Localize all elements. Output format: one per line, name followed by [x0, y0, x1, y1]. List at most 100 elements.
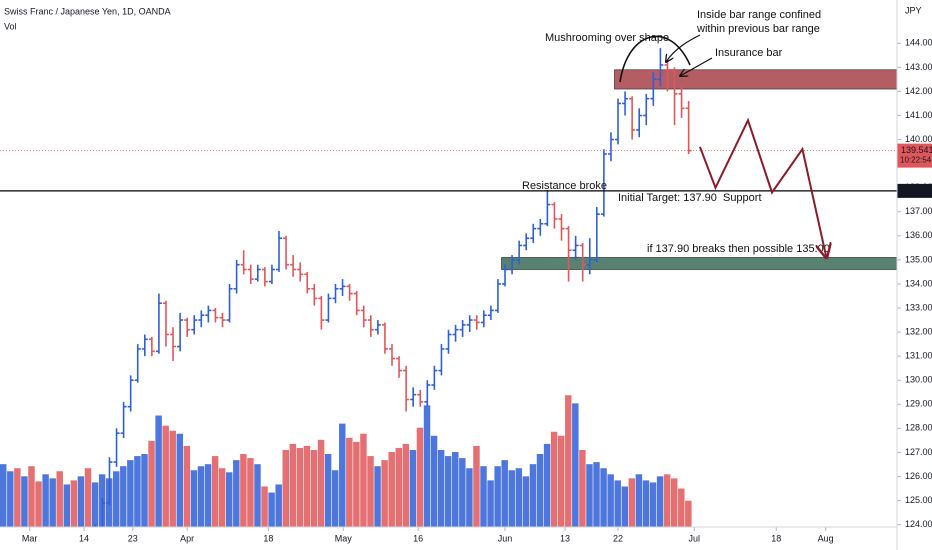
x-tick-label: Aug — [818, 533, 834, 543]
volume-bar — [77, 476, 85, 527]
volume-bar — [388, 452, 395, 527]
volume-bar — [303, 445, 311, 527]
volume-bar — [275, 484, 282, 527]
volume-bar — [593, 462, 600, 527]
volume-bar — [395, 447, 402, 527]
volume-bar — [367, 456, 374, 527]
y-tick-label: 126.000 — [905, 471, 932, 481]
volume-bar — [621, 486, 629, 527]
y-tick-label: 140.000 — [905, 134, 932, 144]
volume-bar — [416, 427, 424, 527]
support-tag — [897, 183, 932, 198]
volume-bar — [515, 468, 523, 527]
volume-bar — [339, 423, 346, 527]
y-tick-label: 136.000 — [905, 230, 932, 240]
volume-bar — [586, 464, 593, 527]
volume-bar — [600, 468, 607, 527]
volume-bar — [522, 476, 530, 527]
volume-bar — [543, 443, 551, 527]
countdown: 10:22:54 — [900, 156, 932, 165]
volume-bar — [268, 492, 275, 527]
volume-bar — [557, 435, 565, 527]
volume-bar — [572, 403, 579, 527]
y-tick-label: 127.000 — [905, 447, 932, 457]
x-tick-label: Apr — [180, 533, 194, 543]
volume-bar — [247, 458, 254, 527]
volume-bar — [487, 480, 494, 527]
volume-bar — [28, 466, 35, 527]
volume-bar — [678, 488, 685, 527]
volume-bar — [381, 460, 388, 527]
annotation: Insurance bar — [715, 47, 783, 59]
volume-bar — [42, 474, 49, 527]
y-tick-label: 133.000 — [905, 302, 932, 312]
volume-bar — [466, 468, 473, 527]
volume-bar — [254, 464, 261, 527]
volume-bar — [148, 440, 155, 527]
volume-bar — [459, 458, 466, 527]
annotation: Resistance broke — [522, 180, 607, 192]
volume-label: Vol — [4, 21, 17, 31]
y-tick-label: 128.000 — [905, 423, 932, 433]
volume-bar — [211, 456, 219, 527]
volume-bar — [346, 437, 353, 527]
projection-path — [698, 117, 827, 257]
x-tick-label: 23 — [128, 533, 138, 543]
last-price-label: 139.541 — [901, 145, 932, 155]
volume-bar — [190, 470, 198, 527]
volume-bar — [579, 449, 586, 527]
last-price-tag — [897, 143, 932, 168]
x-tick-label: 13 — [560, 533, 570, 543]
x-tick-label: Jul — [689, 533, 701, 543]
support-tag-label: 137.868 — [901, 185, 932, 195]
volume-bar — [63, 484, 71, 527]
volume-bar — [155, 415, 162, 527]
volume-bar — [56, 471, 63, 527]
volume-bar — [508, 470, 515, 527]
y-tick-label: 134.000 — [905, 278, 932, 288]
volume-bar — [374, 466, 381, 527]
y-tick-label: 143.000 — [905, 62, 932, 72]
x-tick-label: 18 — [771, 533, 781, 543]
volume-bar — [473, 445, 480, 527]
volume-bar — [353, 441, 360, 527]
volume-bar — [529, 464, 537, 527]
y-tick-label: 124.000 — [905, 519, 932, 529]
volume-bar — [84, 468, 92, 527]
volume-bar — [162, 425, 169, 527]
volume-bar — [360, 433, 367, 527]
chart-title: Swiss Franc / Japanese Yen, 1D, OANDA — [4, 6, 171, 16]
volume-bar — [204, 464, 212, 527]
volume-bar — [218, 468, 226, 527]
volume-bar — [317, 439, 325, 527]
x-tick-label: Mar — [22, 533, 38, 543]
volume-bar — [444, 456, 452, 527]
volume-bar — [289, 443, 297, 527]
volume-bar — [113, 471, 120, 527]
volume-bar — [120, 466, 127, 527]
axis-unit: JPY — [905, 5, 922, 15]
y-tick-label: 142.000 — [905, 86, 932, 96]
volume-bar — [233, 460, 240, 527]
volume-bar — [282, 449, 289, 527]
volume-bar — [494, 466, 501, 527]
volume-bar — [628, 478, 636, 527]
volume-bar — [21, 476, 28, 527]
volume-bar — [14, 468, 21, 527]
volume-bar — [642, 480, 650, 527]
volume-bar — [240, 454, 247, 527]
volume-bar — [49, 478, 56, 527]
zone — [501, 257, 897, 270]
volume-bar — [409, 449, 417, 527]
volume-bar — [127, 460, 134, 527]
volume-bar — [310, 449, 318, 527]
volume-bar — [91, 482, 99, 527]
volume-bar — [197, 466, 205, 527]
volume-bar — [141, 454, 148, 527]
zone — [614, 69, 897, 90]
volume-bar — [176, 433, 184, 527]
annotation: Initial Target: 137.90 Support — [618, 192, 762, 204]
price-bars — [94, 48, 692, 527]
